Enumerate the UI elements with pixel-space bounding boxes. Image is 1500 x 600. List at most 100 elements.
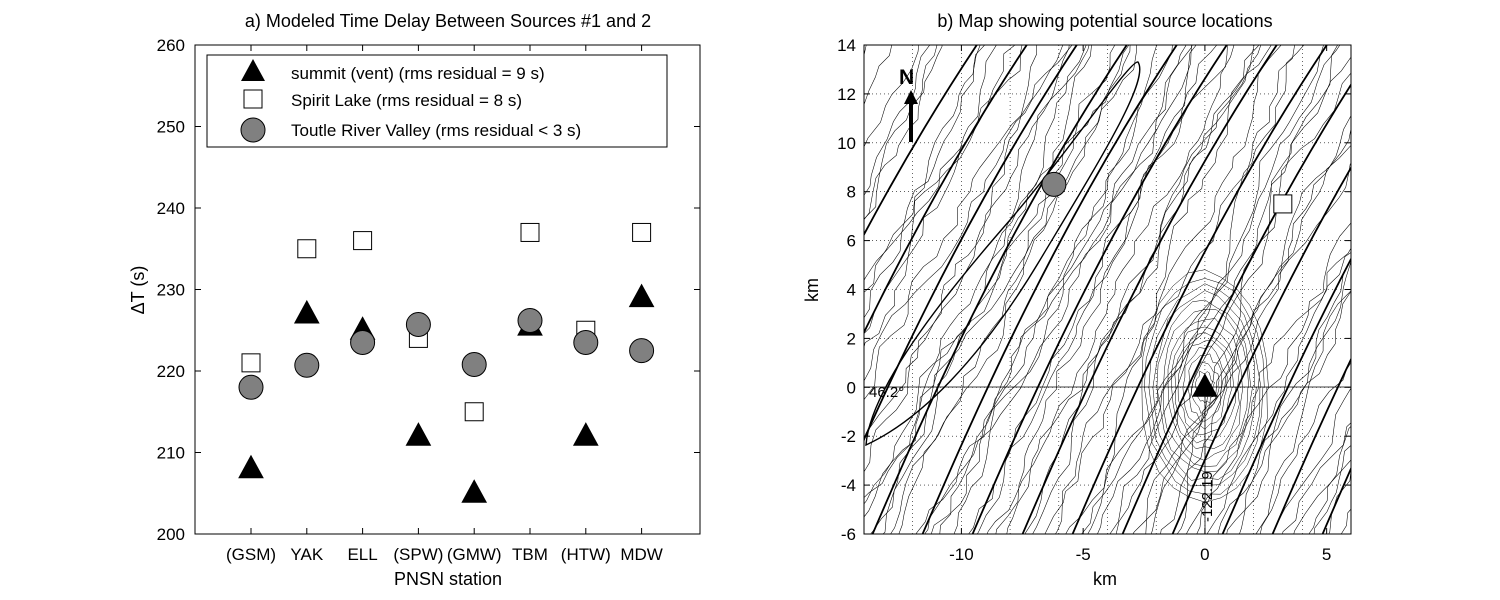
map-plot-area [864,0,1500,554]
contour-line [1191,361,1220,415]
north-arrow: N [899,66,918,142]
contour-line [1282,422,1351,534]
panel-a-circle-point [238,374,264,400]
contour-line [1259,362,1351,534]
legend-triangle-marker [241,59,265,81]
panel-a-triangle-point [572,422,599,446]
panel-b-ytick-label: 4 [847,281,856,300]
panel-a-ytick-label: 200 [157,525,185,544]
panel-a-circle-point [573,329,599,355]
panel-a-square-point [297,239,317,259]
contour-line [864,45,1090,499]
contour-line [864,45,1137,518]
contour-line [864,45,931,196]
legend-label-toutle: Toutle River Valley (rms residual < 3 s) [291,121,581,140]
panel-a-ytick-label: 260 [157,36,185,55]
contour-line [1167,318,1244,461]
contour-line [864,45,986,319]
longitude-label: -122.19 [1199,471,1216,522]
contour-line [977,45,1197,534]
contour-line [1152,290,1257,481]
contour-line [864,45,920,148]
panel-a-triangle-point [293,299,320,324]
contour-line [864,45,981,293]
contour-line [1195,370,1215,404]
contour-line [1346,0,1500,544]
contour-line [1141,269,1269,503]
panel-a-ytick-label: 240 [157,199,185,218]
panel-a-xtick-label: ELL [347,545,377,564]
panel-a-ylabel: ΔT (s) [128,266,148,315]
time-delay-isoline [864,45,1078,442]
panel-b-ytick-label: 2 [847,329,856,348]
time-delay-isoline [1321,466,1351,534]
contour-line [986,45,1235,534]
time-delay-isoline [1414,5,1500,554]
time-delay-isoline [971,45,1228,534]
panel-b-xtick-label: 0 [1200,545,1209,564]
panel-a-triangle-point [405,422,432,446]
panel-a-ytick-label: 220 [157,362,185,381]
contour-line [1080,72,1351,534]
panel-b-xlabel: km [1093,569,1117,589]
contour-line [864,45,938,221]
contour-line [1032,45,1255,534]
panel-a-xtick-label: MDW [620,545,662,564]
contour-line [864,45,1037,473]
contour-line [1109,45,1324,534]
contour-line [1148,283,1262,487]
panel-a-square-point [353,231,373,251]
time-delay-isoline [1021,45,1278,534]
north-arrow-head [904,90,918,104]
source-region-ellipse [865,61,1141,447]
time-delay-isolines [864,5,1500,554]
north-label: N [899,66,914,89]
panel-a-time-delay-chart: a) Modeled Time Delay Between Sources #1… [128,11,701,589]
contour-line [864,45,943,220]
contour-line [1390,0,1500,544]
contour-line [864,45,1064,382]
panel-b-ticks: -10 -5 0 5 -6 -4 -2 0 2 4 6 8 10 12 14 [837,36,1351,564]
contour-line [930,45,1158,534]
contour-line [1160,162,1351,534]
map-grid [864,45,1351,534]
contour-line [1357,1,1500,544]
map-source-markers [1041,171,1293,397]
panel-b-xtick-label: -5 [1076,545,1091,564]
panel-b-ytick-label: -6 [841,525,856,544]
contour-line [1156,299,1253,473]
contour-line [1412,9,1500,544]
legend-label-summit: summit (vent) (rms residual = 9 s) [291,64,545,83]
time-delay-isoline [921,45,1178,534]
contour-line [1186,247,1351,534]
contour-line [1308,425,1351,534]
panel-b-ytick-label: 12 [837,85,856,104]
contour-line [1177,339,1233,436]
panel-a-xtick-label: (GMW) [447,545,502,564]
contour-line [864,45,1073,401]
contour-line [864,45,1070,444]
contour-line [1368,0,1500,544]
contour-line [1150,115,1351,534]
panel-a-ytick-label: 210 [157,444,185,463]
contour-line [1163,309,1249,467]
legend-box [206,54,668,148]
contour-line [1379,6,1500,544]
contour-line [1196,222,1351,534]
panel-b-ytick-label: 6 [847,232,856,251]
time-delay-isoline [1171,165,1351,534]
contour-line [1116,56,1351,534]
panel-b-ytick-label: 14 [837,36,856,55]
contour-line [1044,45,1282,534]
time-delay-isoline [871,45,1128,534]
panel-b-ytick-label: -4 [841,476,856,495]
contour-line [995,45,1228,534]
panel-a-ytick-label: 230 [157,281,185,300]
latitude-label: 46.2° [869,384,904,401]
map-square-marker [1273,194,1293,214]
contour-line [1255,290,1351,534]
map-circle-marker [1041,171,1067,197]
contour-line [1006,45,1262,534]
panel-a-square-point [464,402,484,422]
panel-b-xtick-label: 5 [1322,545,1331,564]
